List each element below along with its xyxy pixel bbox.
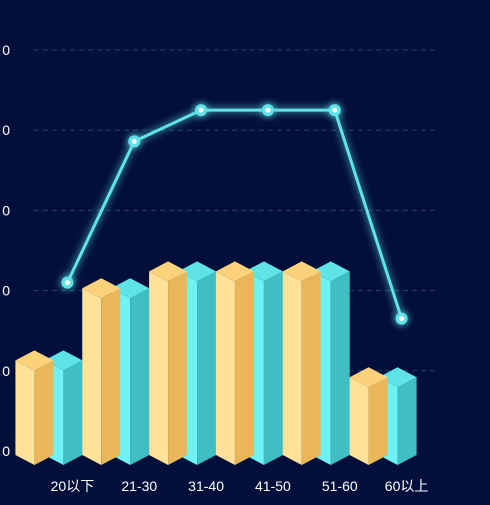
line-point	[128, 135, 141, 148]
y-tick-label: 0	[2, 363, 10, 379]
bars	[15, 261, 417, 465]
gold-bar	[282, 261, 321, 465]
y-tick-label: 0	[2, 42, 10, 58]
gold-bar	[82, 278, 121, 465]
bar-side-face	[330, 271, 350, 465]
line-point	[395, 312, 408, 325]
bar-top-face	[349, 367, 388, 388]
y-tick-label: 0	[2, 202, 10, 218]
bar-top-face	[178, 261, 217, 282]
line-point-inner	[332, 107, 338, 113]
line-point-inner	[64, 280, 70, 286]
bar-top-face	[82, 278, 121, 299]
line-point	[261, 104, 274, 117]
line-point	[328, 104, 341, 117]
bar-side-face	[130, 288, 150, 465]
line-point	[195, 104, 208, 117]
line-series-path	[66, 108, 404, 320]
x-tick-label: 41-50	[255, 478, 291, 494]
bar-top-face	[44, 350, 83, 371]
x-tick-label: 60以上	[385, 478, 429, 494]
gold-bar	[149, 261, 188, 465]
bar-front-face	[215, 271, 235, 465]
bar-top-face	[311, 261, 350, 282]
bar-side-face	[263, 271, 283, 465]
y-tick-label: 0	[2, 122, 10, 138]
bar-top-face	[282, 261, 321, 282]
bar-top-face	[111, 278, 150, 299]
x-tick-label: 21-30	[121, 478, 157, 494]
line-point-inner	[131, 138, 137, 144]
bar-side-face	[234, 271, 254, 465]
bar-front-face	[15, 360, 35, 465]
gold-bar	[349, 367, 388, 465]
bar-side-face	[368, 377, 388, 465]
bar-side-face	[168, 271, 188, 465]
line-point-inner	[198, 107, 204, 113]
bar-top-face	[244, 261, 283, 282]
y-axis-ticks: 0 0 0 0 0 0	[2, 42, 10, 459]
bar-side-face	[101, 288, 121, 465]
bar-front-face	[149, 271, 169, 465]
line-point-inner	[265, 107, 271, 113]
bar-side-face	[63, 360, 83, 465]
y-tick-label: 0	[2, 443, 10, 459]
bar-side-face	[397, 377, 417, 465]
line-point-inner	[399, 316, 405, 322]
bar-top-face	[15, 350, 54, 371]
bar-side-face	[301, 271, 321, 465]
line-series	[61, 104, 408, 325]
bar-side-face	[197, 271, 217, 465]
gold-bar	[215, 261, 254, 465]
x-tick-label: 31-40	[188, 478, 224, 494]
bar-top-face	[215, 261, 254, 282]
x-tick-label: 20以下	[51, 478, 95, 494]
bar-top-face	[378, 367, 417, 388]
bar-front-face	[82, 288, 102, 465]
x-tick-label: 51-60	[322, 478, 358, 494]
y-tick-label: 0	[2, 283, 10, 299]
bar-front-face	[282, 271, 302, 465]
line-point	[61, 276, 74, 289]
bar-side-face	[34, 360, 54, 465]
bar-top-face	[149, 261, 188, 282]
bar-front-face	[349, 377, 369, 465]
gold-bar	[15, 350, 54, 465]
x-axis-ticks: 20以下 21-30 31-40 41-50 51-60 60以上	[51, 478, 429, 494]
